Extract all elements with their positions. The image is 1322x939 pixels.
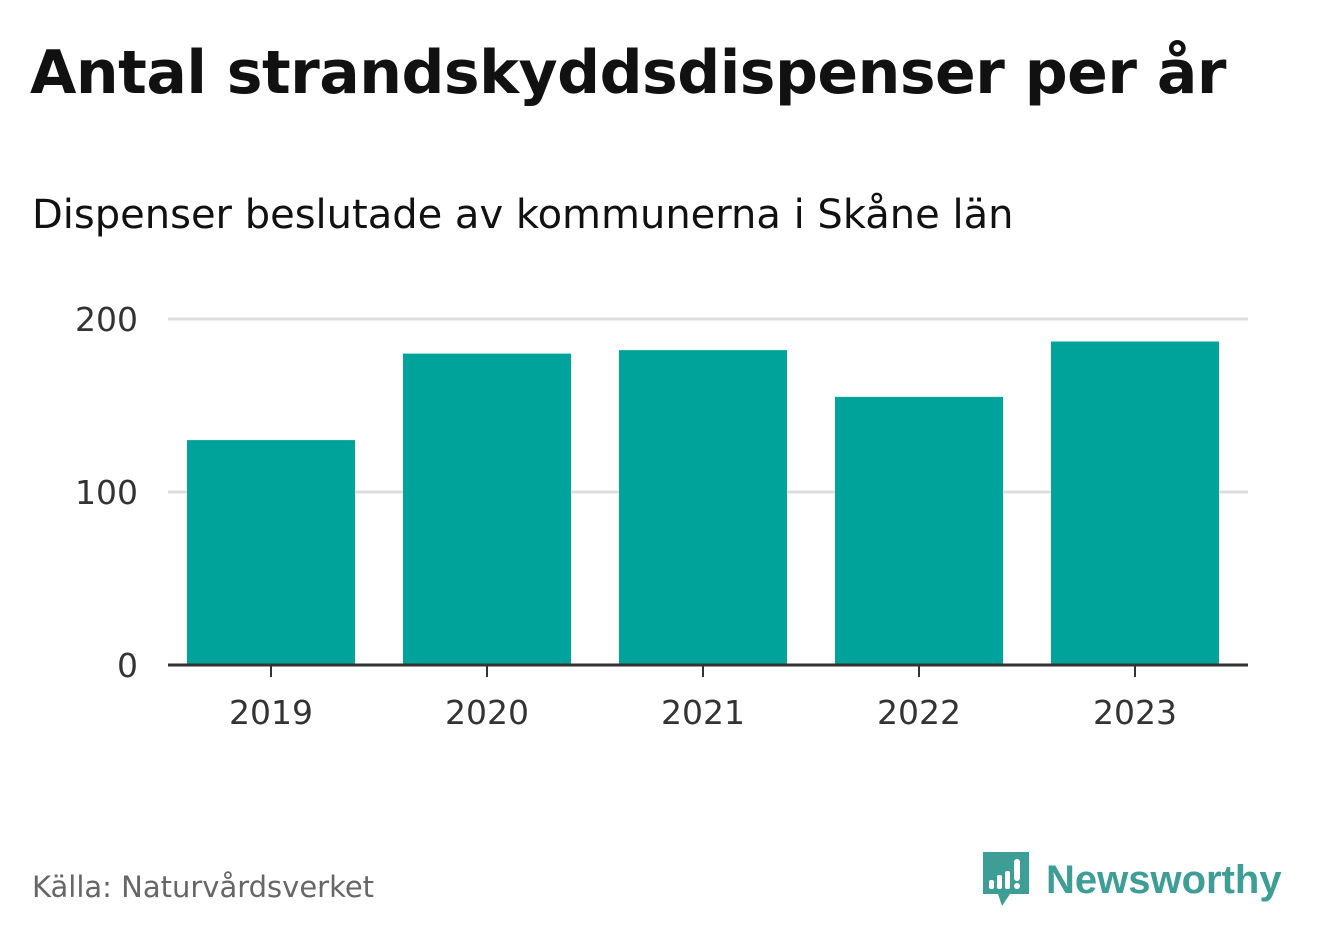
bar-2021 <box>619 350 787 665</box>
y-tick-label: 100 <box>75 473 138 512</box>
x-tick-label: 2019 <box>229 693 313 732</box>
y-tick-label: 0 <box>117 646 138 685</box>
bar-2022 <box>835 396 1003 665</box>
source-note: Källa: Naturvårdsverket <box>32 870 375 904</box>
bar-2020 <box>403 353 571 665</box>
chart-title: Antal strandskyddsdispenser per år <box>30 38 1226 108</box>
chart-subtitle: Dispenser beslutade av kommunerna i Skån… <box>32 192 1014 238</box>
x-tick-label: 2020 <box>445 693 529 732</box>
x-tick-label: 2023 <box>1093 693 1177 732</box>
bar-2023 <box>1051 341 1219 665</box>
bar-2019 <box>187 440 355 665</box>
x-tick-label: 2021 <box>661 693 745 732</box>
x-tick-label: 2022 <box>877 693 961 732</box>
y-tick-label: 200 <box>75 300 138 339</box>
newsworthy-logo-icon <box>983 852 1029 906</box>
newsworthy-logo: Newsworthy <box>980 850 1282 910</box>
logo-text: Newsworthy <box>1046 857 1282 902</box>
